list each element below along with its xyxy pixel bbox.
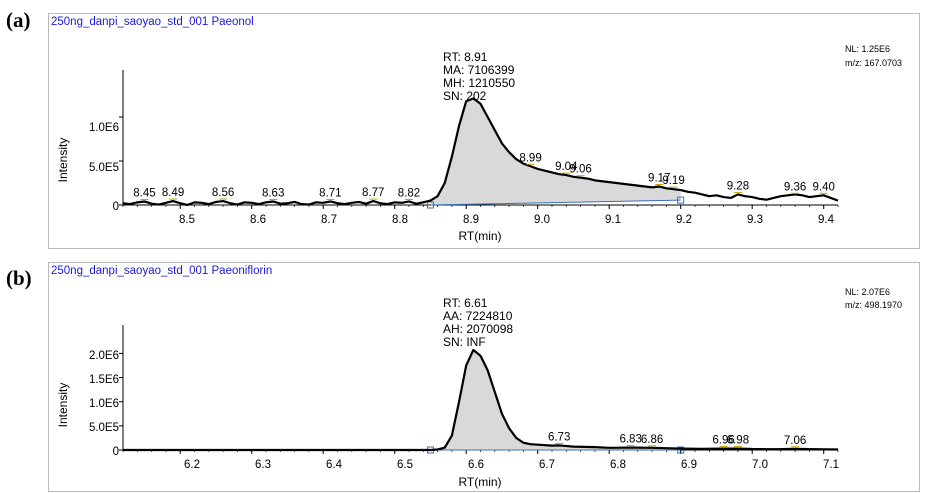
y-tick-label: 1.0E6 xyxy=(89,398,119,410)
panel-label-b: (b) xyxy=(6,266,32,290)
peak-label: 8.77 xyxy=(362,187,384,199)
peak-label: 9.28 xyxy=(727,180,749,192)
x-tick-label: 6.7 xyxy=(539,459,555,471)
y-tick-label: 1.0E6 xyxy=(89,122,119,134)
y-tick-label: 2.0E6 xyxy=(89,350,119,362)
y-tick-label: 0 xyxy=(113,446,119,458)
mz-value-b: m/z: 498.1970 xyxy=(845,300,902,310)
peak-label: 8.99 xyxy=(519,152,541,164)
x-tick-label: 9.3 xyxy=(747,214,763,226)
peak-label: 6.98 xyxy=(727,435,749,447)
x-tick-label: 6.2 xyxy=(184,459,200,471)
paeonol-chromatogram-chart: 250ng_danpi_saoyao_std_001 Paeonol NL: 1… xyxy=(51,16,902,243)
nl-value-a: NL: 1.25E6 xyxy=(845,44,890,54)
x-tick-label: 6.5 xyxy=(397,459,413,471)
peak-label: 8.82 xyxy=(398,187,420,199)
peak-label: 9.19 xyxy=(662,175,684,187)
peak-label: 6.83 xyxy=(619,434,641,446)
peak-label: 6.73 xyxy=(548,431,570,443)
x-tick-label: 7.0 xyxy=(752,459,768,471)
x-tick-label: 9.0 xyxy=(534,214,550,226)
peak-info-sn-b: SN: INF xyxy=(443,335,486,349)
peak-label: 9.40 xyxy=(813,181,835,193)
peak-info-aa-b: AA: 7224810 xyxy=(443,309,513,323)
peak-label: 6.96 xyxy=(712,435,734,447)
baseline-end-marker xyxy=(677,196,685,204)
y-tick-label: 5.0E5 xyxy=(89,162,119,174)
peak-label: 9.17 xyxy=(648,173,670,185)
peak-area-fill xyxy=(430,349,681,450)
y-axis-title-a: Intensity xyxy=(56,138,70,183)
peak-label: 8.56 xyxy=(212,187,234,199)
x-tick-label: 7.1 xyxy=(823,459,839,471)
peak-label: 9.04 xyxy=(555,161,578,173)
x-tick-label: 9.1 xyxy=(605,214,621,226)
peak-label: 9.06 xyxy=(569,164,591,176)
peak-area-fill xyxy=(430,98,681,205)
x-axis-title-b: RT(min) xyxy=(458,475,501,489)
peak-info-rt-a: RT: 8.91 xyxy=(443,50,488,64)
peak-label: 8.63 xyxy=(262,187,284,199)
peak-label: 8.45 xyxy=(133,187,155,199)
x-tick-label: 8.9 xyxy=(463,214,479,226)
mz-value-a: m/z: 167.0703 xyxy=(845,58,902,68)
y-tick-label: 1.5E6 xyxy=(89,374,119,386)
nl-value-b: NL: 2.07E6 xyxy=(845,287,890,297)
x-tick-label: 9.4 xyxy=(818,214,835,226)
peak-label: 8.71 xyxy=(319,187,341,199)
y-tick-label: 0 xyxy=(113,201,119,213)
peak-info-ah-b: AH: 2070098 xyxy=(443,322,513,336)
x-axis-title-a: RT(min) xyxy=(458,229,501,243)
peak-label: 8.49 xyxy=(162,187,184,199)
x-tick-label: 6.8 xyxy=(610,459,626,471)
x-tick-label: 6.9 xyxy=(681,459,697,471)
baseline-start-marker xyxy=(426,201,434,209)
peak-info-ma-a: MA: 7106399 xyxy=(443,63,515,77)
peak-info-mh-a: MH: 1210550 xyxy=(443,76,515,90)
peak-info-rt-b: RT: 6.61 xyxy=(443,296,488,310)
chromatogram-trace xyxy=(123,348,839,452)
y-tick-label: 5.0E5 xyxy=(89,422,119,434)
x-tick-label: 9.2 xyxy=(676,214,692,226)
peak-label: 7.06 xyxy=(784,435,806,447)
x-tick-label: 8.7 xyxy=(321,214,337,226)
x-tick-label: 6.3 xyxy=(255,459,271,471)
peak-label: 6.86 xyxy=(641,434,663,446)
chart-header-a: 250ng_danpi_saoyao_std_001 Paeonol xyxy=(51,16,254,28)
x-tick-label: 8.8 xyxy=(392,214,408,226)
peak-label: 9.36 xyxy=(784,181,806,193)
panel-label-a: (a) xyxy=(6,8,31,32)
chromatogram-trace xyxy=(122,97,839,207)
x-tick-label: 6.6 xyxy=(468,459,484,471)
x-tick-label: 8.6 xyxy=(250,214,266,226)
chart-header-b: 250ng_danpi_saoyao_std_001 Paeoniflorin xyxy=(51,265,272,277)
baseline-end-marker xyxy=(677,446,685,454)
y-axis-title-b: Intensity xyxy=(56,383,70,428)
integration-baseline xyxy=(430,199,681,206)
x-tick-label: 6.4 xyxy=(326,459,343,471)
x-tick-label: 8.5 xyxy=(179,214,195,226)
